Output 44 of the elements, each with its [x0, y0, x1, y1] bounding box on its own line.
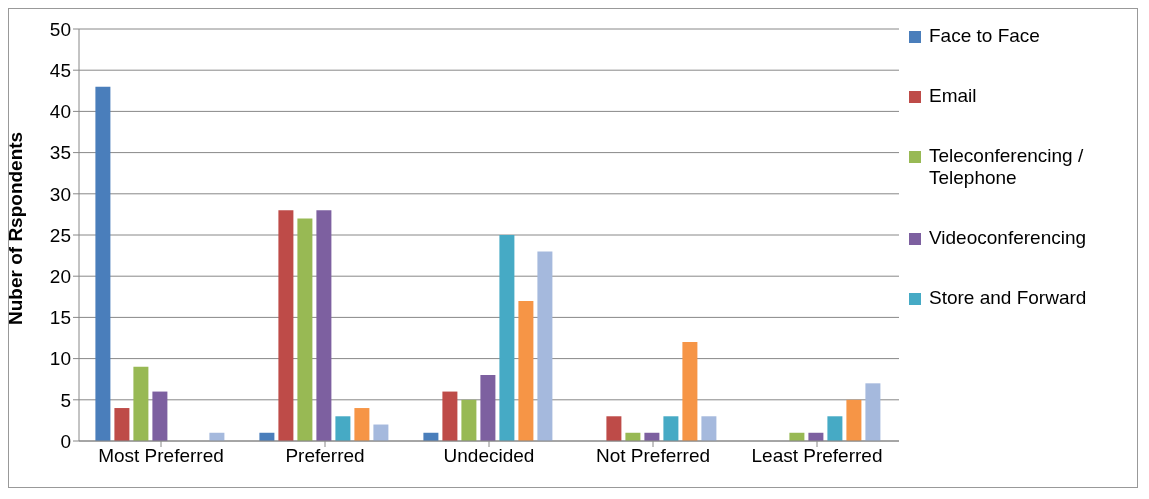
- x-tick-label: Least Preferred: [751, 445, 883, 467]
- legend-label: Teleconferencing / Telephone: [929, 145, 1085, 189]
- bar: [846, 399, 862, 441]
- y-tick-label: 0: [60, 430, 71, 452]
- y-tick-label: 45: [49, 59, 71, 81]
- y-tick-label: 10: [49, 348, 71, 370]
- legend-label: Face to Face: [929, 25, 1040, 47]
- y-tick-label: 30: [49, 183, 71, 205]
- x-tick-label: Preferred: [285, 445, 365, 467]
- legend-label: Email: [929, 85, 977, 107]
- bar: [480, 375, 496, 441]
- bar: [701, 416, 717, 441]
- y-tick-label: 40: [49, 101, 71, 123]
- bar: [518, 300, 534, 441]
- x-tick-label: Most Preferred: [98, 445, 224, 467]
- bar: [827, 416, 843, 441]
- bar: [499, 235, 515, 441]
- bar: [114, 408, 130, 441]
- y-tick-label: 35: [49, 142, 71, 164]
- y-tick-label: 5: [60, 389, 71, 411]
- bar: [442, 391, 458, 441]
- x-tick-label: Not Preferred: [595, 445, 711, 467]
- bar: [152, 391, 168, 441]
- y-tick-label: 50: [49, 18, 71, 40]
- bar: [133, 366, 149, 441]
- y-tick-label: 15: [49, 307, 71, 329]
- legend-label: Store and Forward: [929, 287, 1087, 309]
- legend-label: Videoconferencing: [929, 227, 1087, 249]
- bar: [335, 416, 351, 441]
- bar: [606, 416, 622, 441]
- bar: [537, 251, 553, 441]
- bar: [297, 218, 313, 441]
- bar: [461, 399, 477, 441]
- y-tick-label: 25: [49, 224, 71, 246]
- bar: [95, 86, 111, 441]
- bar: [316, 210, 332, 441]
- bar: [278, 210, 294, 441]
- bar: [682, 342, 698, 441]
- y-tick-label: 20: [49, 265, 71, 287]
- bar: [663, 416, 679, 441]
- bar: [865, 383, 881, 441]
- x-tick-label: Undecided: [443, 445, 535, 467]
- bar: [354, 408, 370, 441]
- bar: [373, 424, 389, 441]
